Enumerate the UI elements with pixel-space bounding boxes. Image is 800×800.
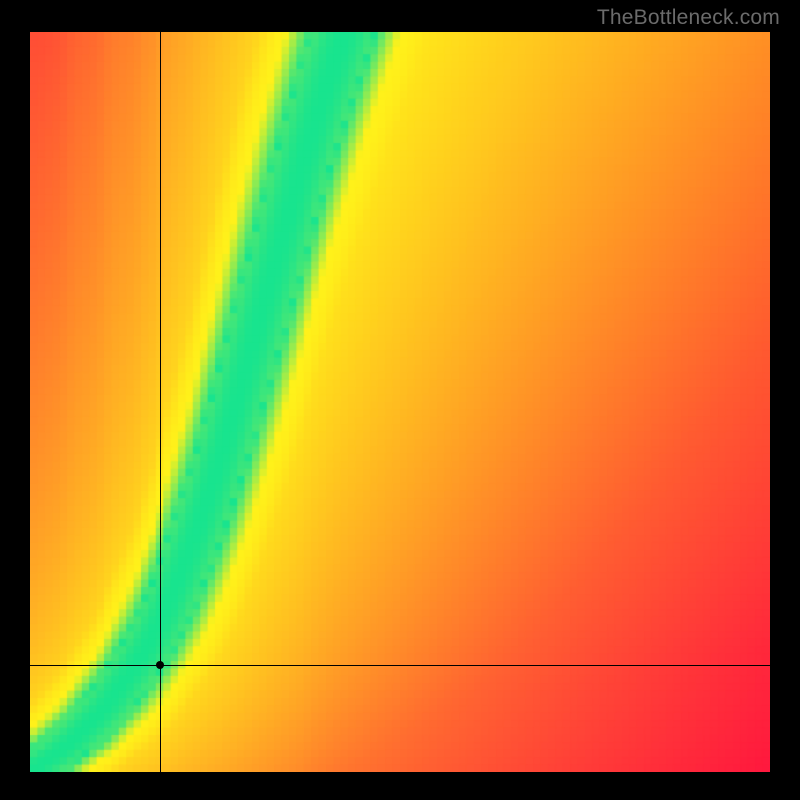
crosshair-horizontal [30,665,770,666]
heatmap-canvas [30,32,770,772]
heatmap-plot [30,32,770,772]
crosshair-marker-dot [156,661,164,669]
watermark-text: TheBottleneck.com [597,6,780,30]
